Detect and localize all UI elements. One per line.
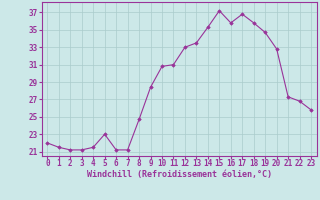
X-axis label: Windchill (Refroidissement éolien,°C): Windchill (Refroidissement éolien,°C) (87, 170, 272, 179)
